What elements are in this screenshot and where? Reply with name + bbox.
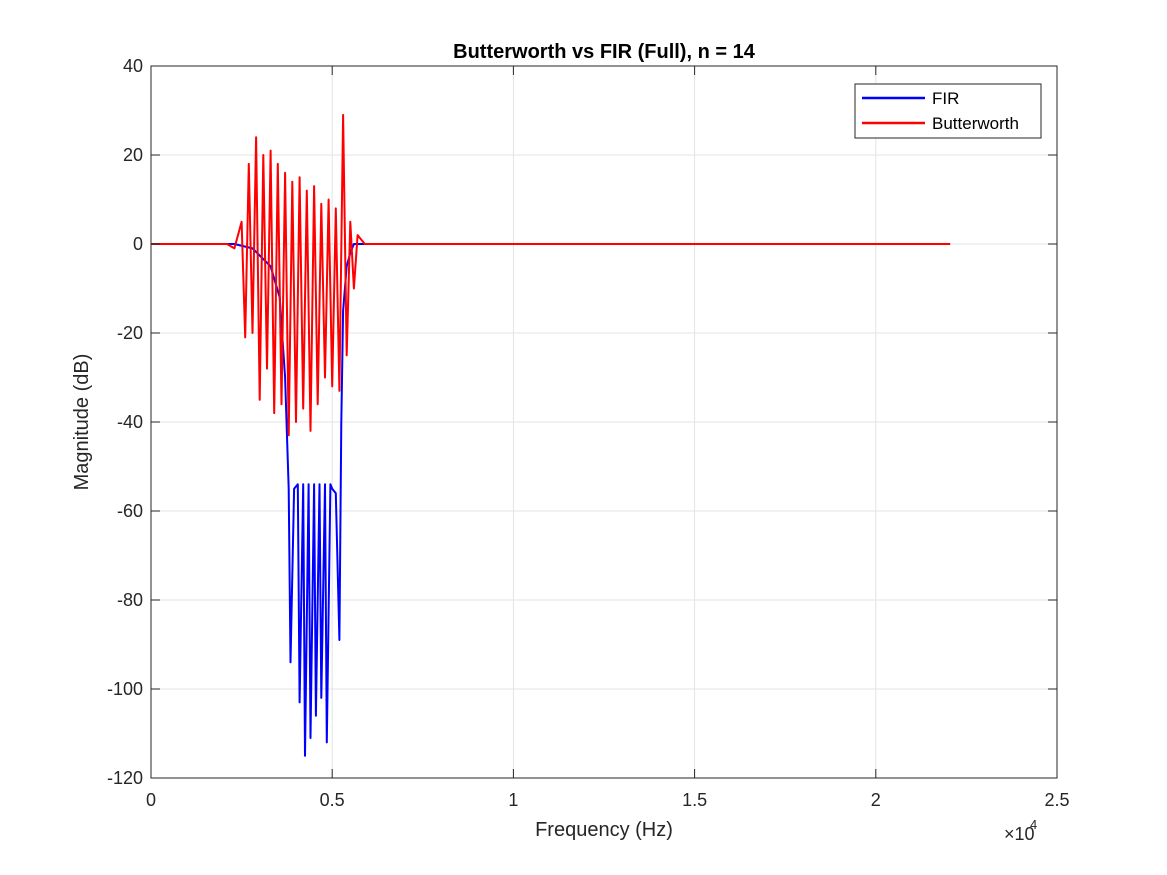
legend-box xyxy=(854,83,1042,139)
y-tick-label: -20 xyxy=(117,323,143,343)
x-exponent-power: 4 xyxy=(1030,817,1037,832)
y-tick-label: -80 xyxy=(117,590,143,610)
axis-ticks xyxy=(150,65,1058,779)
y-tick-label: 40 xyxy=(123,56,143,76)
x-tick-label: 0 xyxy=(146,790,156,810)
x-tick-label: 1.5 xyxy=(682,790,707,810)
legend: FIR Butterworth xyxy=(854,83,1042,139)
y-axis-label: Magnitude (dB) xyxy=(71,354,93,491)
x-tick-labels: 0 0.5 1 1.5 2 2.5 xyxy=(146,790,1070,810)
x-tick-label: 2 xyxy=(871,790,881,810)
y-tick-label: 0 xyxy=(133,234,143,254)
y-tick-label: -40 xyxy=(117,412,143,432)
x-tick-label: 2.5 xyxy=(1044,790,1069,810)
x-axis-label: Frequency (Hz) xyxy=(535,819,673,841)
y-tick-label: -100 xyxy=(107,679,143,699)
series-line-butterworth xyxy=(151,113,951,437)
series-group xyxy=(151,113,951,757)
x-tick-label: 0.5 xyxy=(320,790,345,810)
y-tick-label: -60 xyxy=(117,501,143,521)
x-tick-label: 1 xyxy=(508,790,518,810)
y-tick-labels: -120 -100 -80 -60 -40 -20 0 20 40 xyxy=(107,56,143,788)
x-exponent-multiplier: ×10 xyxy=(1004,824,1035,844)
chart-title: Butterworth vs FIR (Full), n = 14 xyxy=(453,41,756,63)
y-tick-label: -120 xyxy=(107,768,143,788)
legend-label-butterworth: Butterworth xyxy=(932,114,1019,133)
y-tick-label: 20 xyxy=(123,145,143,165)
legend-label-fir: FIR xyxy=(932,89,959,108)
